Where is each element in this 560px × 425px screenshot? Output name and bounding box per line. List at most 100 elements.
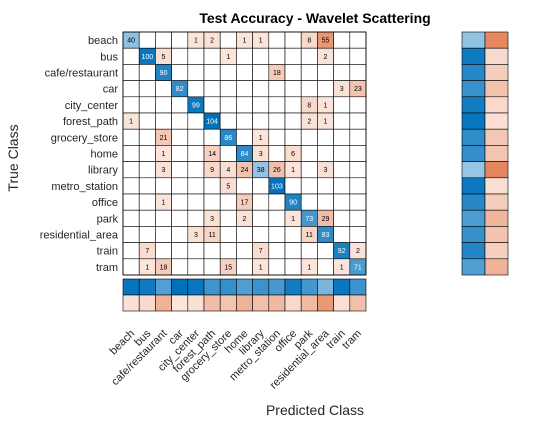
matrix-cell bbox=[317, 145, 334, 162]
matrix-cell bbox=[268, 242, 286, 260]
matrix-cell bbox=[155, 31, 172, 49]
matrix-cell bbox=[236, 242, 253, 260]
column-summary-correct bbox=[349, 278, 367, 296]
matrix-cell bbox=[300, 161, 318, 179]
cell-value: 90 bbox=[289, 200, 297, 207]
matrix-cell bbox=[236, 258, 253, 276]
matrix-cell bbox=[122, 96, 140, 114]
row-tick-label: residential_area bbox=[40, 230, 119, 242]
matrix-border bbox=[122, 31, 367, 276]
cell-value: 5 bbox=[162, 54, 166, 61]
cell-value: 2 bbox=[210, 38, 214, 45]
column-summary-incorrect bbox=[219, 294, 237, 312]
matrix-cell bbox=[155, 80, 172, 98]
matrix-cell bbox=[349, 96, 367, 114]
column-summary-incorrect bbox=[268, 294, 286, 312]
matrix-cell bbox=[138, 226, 156, 243]
matrix-cell bbox=[317, 258, 334, 276]
cell-value: 7 bbox=[145, 248, 149, 255]
matrix-cell bbox=[268, 145, 286, 162]
matrix-cell bbox=[284, 177, 302, 195]
row-summary-incorrect bbox=[484, 209, 509, 227]
matrix-cell bbox=[122, 145, 140, 162]
matrix-cell bbox=[236, 80, 253, 98]
matrix-cell bbox=[252, 226, 270, 243]
cell-value: 1 bbox=[129, 119, 133, 126]
matrix-cell bbox=[138, 161, 156, 179]
matrix-cell bbox=[138, 112, 156, 130]
cell-value: 15 bbox=[224, 264, 232, 271]
matrix-cell bbox=[187, 209, 205, 227]
cell-value: 1 bbox=[324, 102, 328, 109]
row-summary-incorrect bbox=[484, 47, 509, 65]
cell-value: 1 bbox=[291, 216, 295, 223]
column-summary-correct bbox=[317, 278, 334, 296]
matrix-cell bbox=[333, 161, 351, 179]
matrix-cell bbox=[236, 177, 253, 195]
row-summary-correct bbox=[461, 31, 486, 49]
matrix-cell bbox=[333, 226, 351, 243]
cell-value: 1 bbox=[259, 38, 263, 45]
cell-value: 84 bbox=[241, 151, 249, 158]
cell-value: 1 bbox=[340, 264, 344, 271]
cell-value: 73 bbox=[305, 216, 313, 223]
cell-value: 14 bbox=[208, 151, 216, 158]
column-summary-correct bbox=[187, 278, 205, 296]
matrix-cell bbox=[317, 177, 334, 195]
row-summary-correct bbox=[461, 226, 486, 243]
matrix-cell bbox=[171, 193, 189, 211]
row-summary-incorrect bbox=[484, 96, 509, 114]
matrix-cell bbox=[333, 96, 351, 114]
matrix-cell bbox=[349, 47, 367, 65]
matrix-cell bbox=[138, 80, 156, 98]
matrix-cell bbox=[203, 193, 221, 211]
matrix-cell bbox=[187, 128, 205, 146]
matrix-cell bbox=[349, 193, 367, 211]
matrix-cell bbox=[219, 31, 237, 49]
matrix-cell bbox=[187, 242, 205, 260]
matrix-cell bbox=[122, 47, 140, 65]
matrix-cell bbox=[122, 258, 140, 276]
matrix-cell bbox=[236, 112, 253, 130]
row-summary-incorrect bbox=[484, 128, 509, 146]
row-summary-incorrect bbox=[484, 242, 509, 260]
cell-value: 4 bbox=[226, 167, 230, 174]
matrix-cell bbox=[171, 258, 189, 276]
matrix-cell bbox=[155, 96, 172, 114]
row-summary-correct bbox=[461, 161, 486, 179]
row-summary-incorrect bbox=[484, 64, 509, 81]
cell-value: 18 bbox=[273, 70, 281, 77]
matrix-cell bbox=[187, 145, 205, 162]
column-summary-incorrect bbox=[171, 294, 189, 312]
matrix-cell bbox=[268, 112, 286, 130]
matrix-cell bbox=[155, 242, 172, 260]
matrix-cell bbox=[203, 242, 221, 260]
row-summary-incorrect bbox=[484, 112, 509, 130]
matrix-cell bbox=[349, 209, 367, 227]
matrix-cell bbox=[122, 80, 140, 98]
chart-title: Test Accuracy - Wavelet Scattering bbox=[199, 10, 430, 26]
matrix-cell bbox=[300, 47, 318, 65]
cell-value: 9 bbox=[210, 167, 214, 174]
cell-value: 55 bbox=[322, 38, 330, 45]
matrix-cell bbox=[138, 177, 156, 195]
cell-value: 1 bbox=[162, 200, 166, 207]
cell-value: 71 bbox=[354, 264, 362, 271]
cell-value: 3 bbox=[162, 167, 166, 174]
column-summary-panel bbox=[122, 278, 367, 312]
column-summary-correct bbox=[171, 278, 189, 296]
matrix-cell bbox=[219, 209, 237, 227]
cell-value: 103 bbox=[271, 183, 283, 190]
matrix-cell bbox=[268, 96, 286, 114]
cell-value: 26 bbox=[273, 167, 281, 174]
matrix-cell bbox=[171, 112, 189, 130]
cell-value: 82 bbox=[176, 86, 184, 93]
cell-value: 100 bbox=[141, 54, 153, 61]
column-summary-incorrect bbox=[155, 294, 172, 312]
row-summary-incorrect bbox=[484, 193, 509, 211]
matrix-cell bbox=[349, 64, 367, 81]
matrix-cell bbox=[219, 242, 237, 260]
